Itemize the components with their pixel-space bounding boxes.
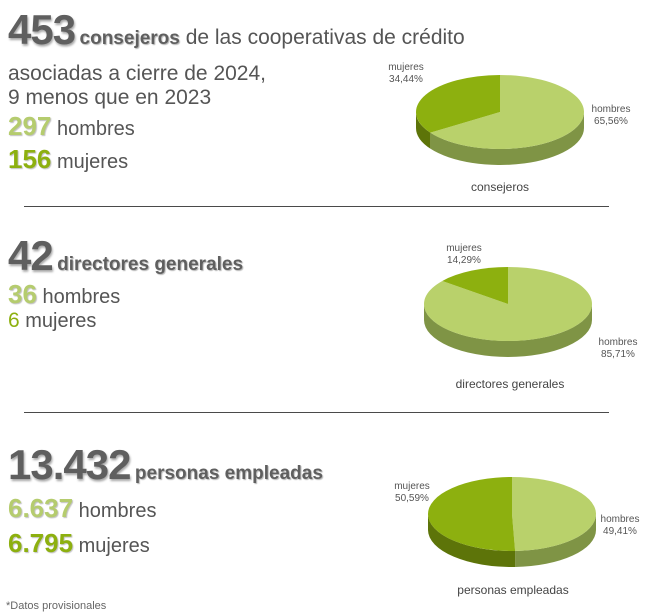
- divider: [24, 206, 609, 207]
- women-number: 6.795: [8, 528, 74, 558]
- men-label: hombres: [73, 500, 157, 522]
- pie-slice-hombres: [512, 477, 597, 551]
- headline-number: 13.432: [8, 441, 131, 488]
- footnote: *Datos provisionales: [6, 600, 107, 612]
- headline-empleados: 13.432 personas empleadas: [8, 441, 323, 489]
- pie-label-value: 65,56%: [594, 116, 628, 127]
- women-count: 6 mujeres: [8, 309, 96, 333]
- pie-label-value: 34,44%: [389, 74, 423, 85]
- pie-side-mujeres: [416, 112, 431, 149]
- pie-side-hombres: [515, 514, 596, 567]
- pie-label-name: hombres: [598, 337, 638, 348]
- pie-side-mujeres: [428, 514, 516, 567]
- women-label: mujeres: [73, 535, 150, 557]
- pie-caption: consejeros: [470, 180, 530, 194]
- pie-label-value: 49,41%: [603, 526, 637, 537]
- subtitle-line-1: asociadas a cierre de 2024,: [8, 62, 266, 85]
- pie-label-hombres: hombres 65,56%: [589, 104, 633, 128]
- pie-label-hombres: hombres 85,71%: [596, 337, 640, 361]
- pie-slice-hombres: [423, 267, 592, 342]
- pie-slice-mujeres: [416, 75, 500, 133]
- headline-rest: de las cooperativas de crédito: [179, 26, 465, 49]
- headline-bold: consejeros: [79, 28, 180, 49]
- pie-label-mujeres: mujeres 14,29%: [444, 243, 484, 267]
- pie-label-value: 14,29%: [447, 255, 481, 266]
- pie-label-value: 85,71%: [601, 349, 635, 360]
- pie-label-value: 50,59%: [395, 493, 429, 504]
- headline-consejeros: 453 consejeros de las cooperativas de cr…: [8, 6, 465, 54]
- pie-side-hombres: [430, 112, 584, 166]
- women-number: 6: [8, 309, 20, 332]
- women-count: 6.795 mujeres: [8, 528, 150, 559]
- pie-slice-mujeres: [442, 267, 508, 304]
- headline-number: 42: [8, 232, 54, 279]
- men-count: 36 hombres: [8, 279, 120, 310]
- pie-slice-hombres: [430, 75, 584, 150]
- men-number: 6.637: [8, 493, 74, 523]
- women-label: mujeres: [19, 310, 97, 332]
- pie-label-name: mujeres: [446, 243, 482, 254]
- pie-slice-mujeres: [428, 477, 516, 551]
- pie-label-name: mujeres: [394, 481, 430, 492]
- headline-bold: directores generales: [57, 254, 244, 275]
- women-number: 156: [8, 144, 52, 174]
- pie-label-name: hombres: [600, 514, 640, 525]
- women-count: 156 mujeres: [8, 144, 128, 175]
- men-number: 36: [8, 279, 37, 309]
- men-label: hombres: [51, 118, 135, 140]
- women-label: mujeres: [51, 151, 129, 173]
- pie-side-hombres: [424, 304, 592, 357]
- pie-label-name: hombres: [591, 104, 631, 115]
- pie-caption: directores generales: [455, 377, 565, 391]
- pie-label-mujeres: mujeres 50,59%: [392, 481, 432, 505]
- pie-label-hombres: hombres 49,41%: [598, 514, 642, 538]
- men-number: 297: [8, 111, 52, 141]
- divider: [24, 412, 609, 413]
- men-label: hombres: [36, 286, 121, 308]
- pie-caption: personas empleadas: [457, 583, 569, 597]
- men-count: 6.637 hombres: [8, 493, 156, 524]
- men-count: 297 hombres: [8, 111, 135, 142]
- pie-label-mujeres: mujeres 34,44%: [386, 62, 426, 86]
- headline-number: 453: [8, 6, 76, 53]
- headline-bold: personas empleadas: [134, 463, 323, 484]
- subtitle-line-2: 9 menos que en 2023: [8, 86, 212, 109]
- pie-label-name: mujeres: [388, 62, 424, 73]
- headline-directores: 42 directores generales: [8, 232, 243, 280]
